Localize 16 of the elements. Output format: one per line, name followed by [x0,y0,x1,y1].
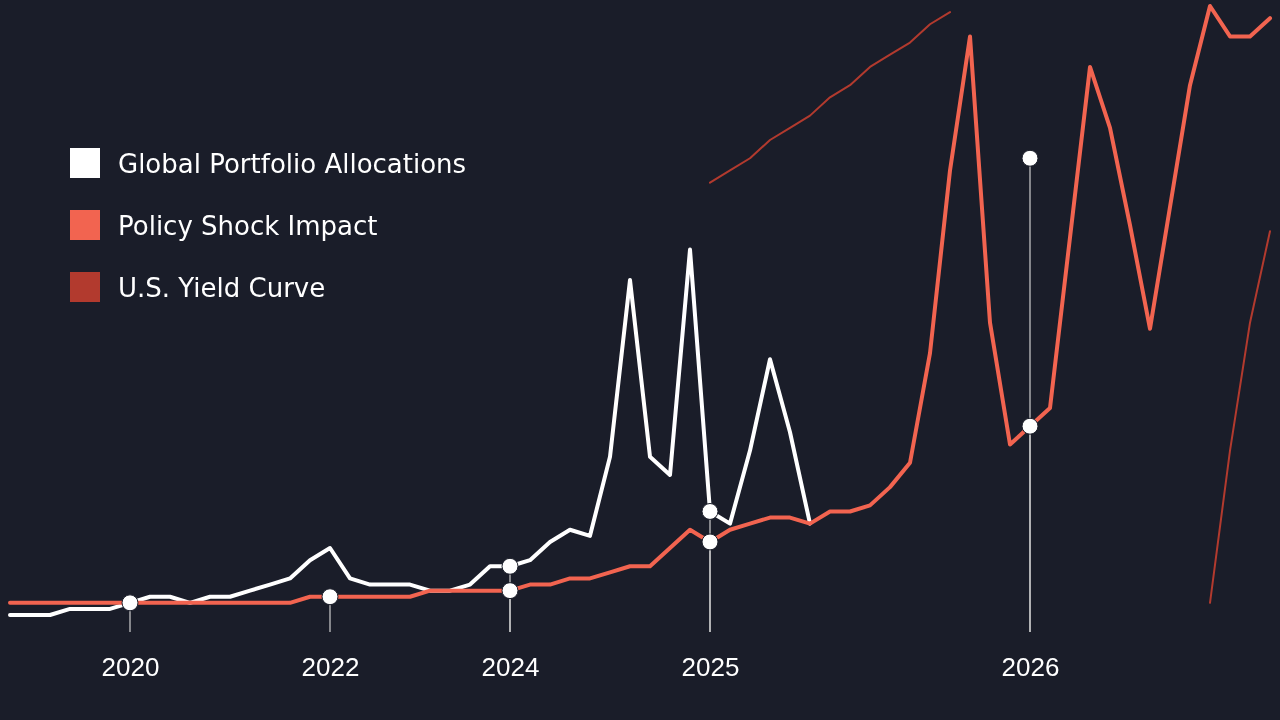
point [1021,149,1039,167]
legend-label: Global Portfolio Allocations [118,149,467,179]
x-tick-label: 2022 [301,652,360,682]
legend-label: Policy Shock Impact [118,211,378,241]
point [321,588,339,606]
x-tick-label: 2024 [481,652,540,682]
point [501,557,519,575]
legend-label: U.S. Yield Curve [118,273,326,303]
point [701,533,719,551]
point [501,582,519,600]
x-tick-label: 2026 [1001,652,1060,682]
point [1021,417,1039,435]
x-tick-label: 2025 [681,652,740,682]
x-tick-label: 2020 [101,652,160,682]
point [701,503,719,520]
point [121,594,139,612]
